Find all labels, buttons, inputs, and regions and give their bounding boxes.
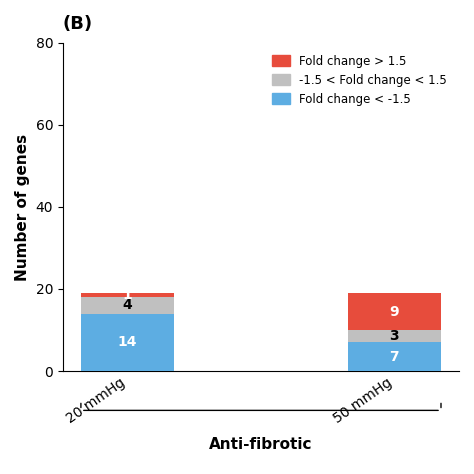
Text: (B): (B) — [63, 15, 93, 33]
Text: Anti-fibrotic: Anti-fibrotic — [209, 437, 313, 452]
Bar — [81, 314, 174, 371]
Bar — [81, 297, 174, 314]
Bar — [347, 342, 441, 371]
Text: 9: 9 — [390, 304, 399, 319]
Text: 7: 7 — [390, 350, 399, 364]
Bar — [347, 293, 441, 330]
Legend: Fold change > 1.5, -1.5 < Fold change < 1.5, Fold change < -1.5: Fold change > 1.5, -1.5 < Fold change < … — [266, 49, 453, 111]
Bar — [347, 330, 441, 342]
Text: 3: 3 — [390, 329, 399, 343]
Text: 1: 1 — [123, 288, 132, 302]
Bar — [81, 293, 174, 297]
Text: 14: 14 — [118, 335, 137, 349]
Y-axis label: Number of genes: Number of genes — [15, 133, 30, 281]
Text: 4: 4 — [123, 298, 132, 312]
